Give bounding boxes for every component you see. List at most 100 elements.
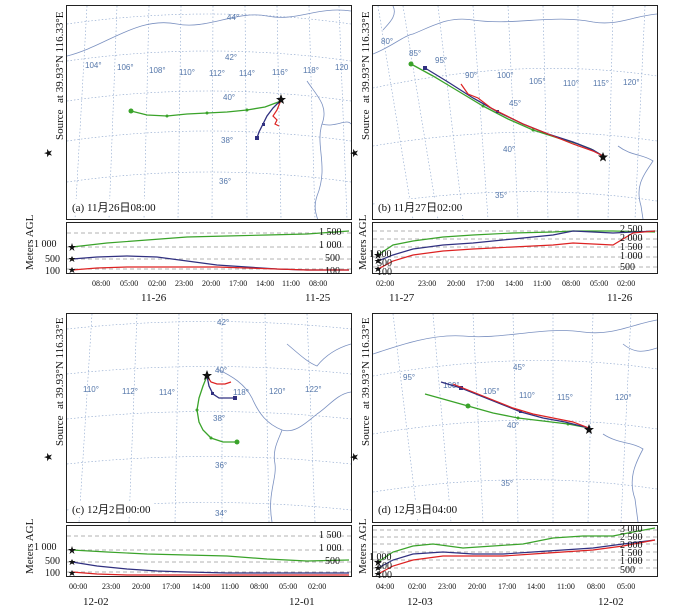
lon-label: 120° — [623, 78, 640, 87]
lat-label: 35° — [501, 479, 513, 488]
trajectory-green — [130, 100, 282, 117]
trajectory-map-b: 45° 40° 35° 80° 85° 90° 95° 100° 105° 11… — [372, 5, 658, 220]
x-tick: 20:00 — [468, 582, 487, 591]
height-left-tick: 1 000 — [369, 552, 392, 563]
lat-lon-labels-b: 45° 40° 35° 80° 85° 90° 95° 100° 105° 11… — [381, 37, 640, 200]
trajectory-blue — [256, 99, 282, 139]
lon-label: 110° — [519, 391, 535, 400]
x-tick: 17:00 — [229, 279, 248, 288]
lon-label: 80° — [381, 37, 393, 46]
source-text: Source — [54, 415, 66, 446]
lon-label: 122° — [305, 385, 322, 394]
source-star-glyph: ★ — [43, 452, 55, 462]
date-right: 11-26 — [607, 292, 633, 304]
height-blue — [377, 539, 656, 569]
source-text: Source — [54, 109, 66, 140]
lon-label: 118° — [303, 66, 319, 75]
x-tick: 05:00 — [120, 279, 139, 288]
trajectory-red — [206, 375, 232, 385]
x-tick: 11:00 — [221, 582, 239, 591]
height-left-tick: 500 — [45, 556, 60, 567]
lat-label: 42° — [225, 53, 237, 62]
trajectory-map-a: 44° 42° 40° 38° 36° 104° 106° 108° 110° … — [66, 5, 352, 220]
date-left: 12-02 — [83, 596, 109, 608]
height-right-tick: 1 500 — [620, 548, 643, 559]
source-star — [584, 424, 594, 434]
height-right-tick: 1 000 — [620, 556, 643, 567]
height-green — [377, 230, 656, 256]
height-left-tick: 1 000 — [34, 542, 57, 553]
height-profile-d — [372, 525, 658, 577]
height-right-tick: 3 000 — [620, 524, 643, 535]
source-coords: at 39.93°N 116.33°E — [54, 11, 66, 104]
x-tick: 02:00 — [376, 279, 395, 288]
x-tick: 11:00 — [282, 279, 300, 288]
lon-label: 120 — [335, 63, 349, 72]
height-red — [377, 539, 656, 575]
height-right-tick: 500 — [325, 556, 340, 567]
height-profile-b — [372, 222, 658, 274]
x-tick: 08:00 — [309, 279, 328, 288]
lat-label: 36° — [219, 177, 231, 186]
height-right-tick: 500 — [620, 262, 635, 273]
trajectory-blue — [206, 375, 235, 399]
source-star — [276, 94, 286, 104]
lon-label: 106° — [117, 63, 134, 72]
x-tick: 08:00 — [250, 582, 269, 591]
height-right-tick: 500 — [325, 253, 340, 264]
x-tick: 05:00 — [617, 582, 636, 591]
x-tick: 14:00 — [192, 582, 211, 591]
lon-label: 116° — [272, 68, 288, 77]
lon-label: 95° — [403, 373, 415, 382]
x-tick: 00:00 — [69, 582, 88, 591]
height-red — [71, 571, 349, 576]
height-red — [71, 266, 349, 271]
height-left-tick: 1 000 — [369, 249, 392, 260]
x-tick: 08:00 — [562, 279, 581, 288]
panel-caption: (c) 12月2日00:00 — [70, 501, 153, 517]
x-tick: 14:00 — [527, 582, 546, 591]
height-right-tick: 2 500 — [620, 532, 643, 543]
lat-label: 40° — [223, 93, 235, 102]
x-tick: 17:00 — [498, 582, 517, 591]
lon-label: 105° — [483, 387, 500, 396]
height-right-tick: 1 500 — [319, 227, 342, 238]
lon-label: 118° — [233, 388, 249, 397]
x-tick: 02:00 — [617, 279, 636, 288]
x-tick: 08:00 — [92, 279, 111, 288]
map-svg-c: 42° 40° 38° 36° 34° 110° 112° 114° 118° … — [67, 314, 351, 522]
x-tick: 11:00 — [557, 582, 575, 591]
source-star-glyph: ★ — [349, 148, 361, 158]
lat-lon-labels-c: 42° 40° 38° 36° 34° 110° 112° 114° 118° … — [83, 318, 322, 518]
lat-label: 38° — [221, 136, 233, 145]
panel-caption: (a) 11月26日08:00 — [70, 199, 158, 215]
trajectory-red — [272, 99, 282, 127]
source-star — [598, 152, 608, 162]
source-star-glyph: ★ — [349, 452, 361, 462]
lat-label: 35° — [495, 191, 507, 200]
lon-label: 114° — [239, 69, 255, 78]
x-tick: 17:00 — [476, 279, 495, 288]
height-right-tick: 2 500 — [620, 224, 643, 235]
lon-label: 110° — [83, 385, 99, 394]
source-coords: at 39.93°N 116.33°E — [360, 11, 372, 104]
x-tick: 23:00 — [438, 582, 457, 591]
date-right: 12-02 — [598, 596, 624, 608]
lon-label: 108° — [149, 66, 166, 75]
lat-label: 34° — [215, 509, 227, 518]
height-blue — [377, 230, 656, 262]
source-label: ★ — [42, 452, 55, 462]
source-text: Source — [360, 109, 372, 140]
lon-label: 90° — [465, 71, 477, 80]
lon-label: 114° — [159, 388, 175, 397]
lat-label: 42° — [217, 318, 229, 327]
x-tick: 20:00 — [447, 279, 466, 288]
x-tick: 17:00 — [162, 582, 181, 591]
lon-label: 110° — [179, 68, 195, 77]
lon-label: 104° — [85, 61, 102, 70]
lat-label: 40° — [503, 145, 515, 154]
x-tick: 23:00 — [102, 582, 121, 591]
trajectory-green — [424, 393, 590, 429]
height-left-tick: 500 — [377, 258, 392, 269]
lat-label: 40° — [215, 366, 227, 375]
